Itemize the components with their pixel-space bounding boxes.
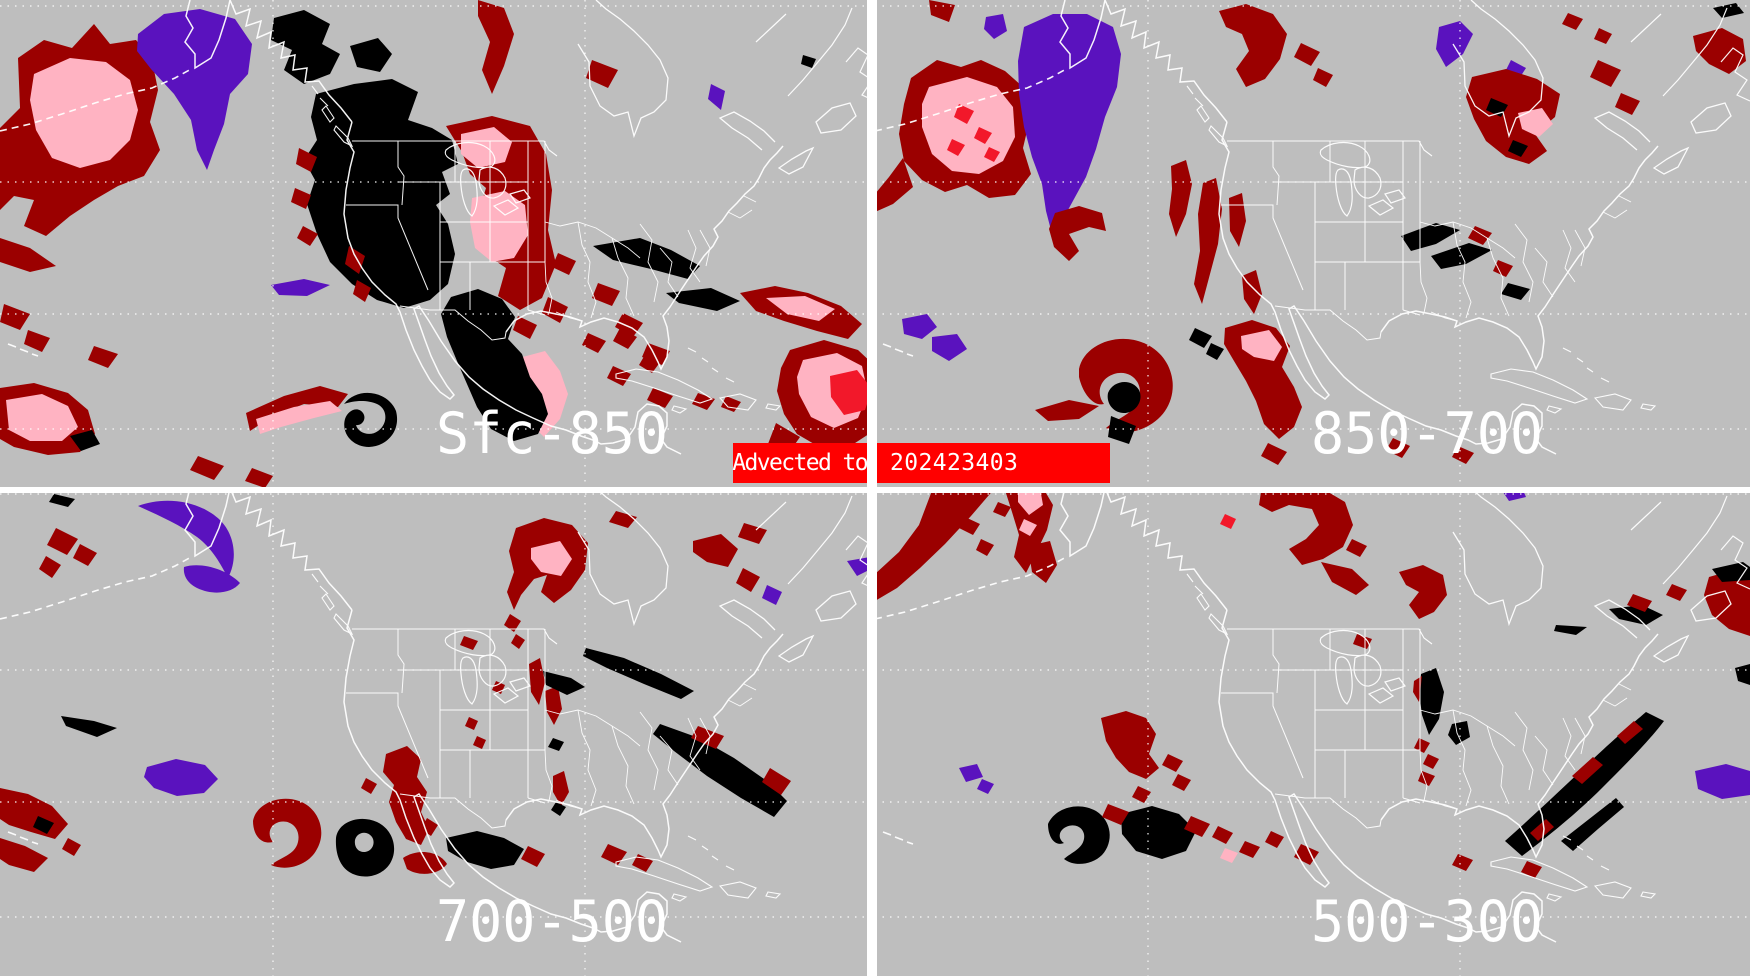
coastline bbox=[1221, 629, 1421, 829]
coastline bbox=[1630, 495, 1750, 590]
basemap bbox=[0, 0, 875, 488]
advected-banner: Advected to 202423403 bbox=[732, 443, 1110, 483]
coastline bbox=[615, 856, 782, 902]
coastline bbox=[1403, 195, 1632, 322]
coastline bbox=[1652, 146, 1690, 175]
coastline bbox=[718, 111, 776, 151]
coastline bbox=[718, 599, 776, 639]
coastline bbox=[0, 67, 194, 132]
weather-map: 500-300 bbox=[875, 488, 1750, 976]
advected-timestamp: 202423403 bbox=[890, 450, 1019, 476]
coastline bbox=[444, 629, 531, 705]
coastline bbox=[7, 343, 39, 357]
coastline bbox=[1403, 683, 1632, 810]
coastline bbox=[528, 195, 757, 322]
coastline bbox=[184, 0, 353, 123]
coastline bbox=[1690, 590, 1732, 622]
coastline bbox=[1186, 85, 1229, 148]
coastline bbox=[184, 488, 353, 611]
panel-label: 850-700 bbox=[1311, 401, 1543, 467]
panel-label: Sfc-850 bbox=[436, 401, 668, 467]
coastline bbox=[343, 609, 682, 943]
coastline bbox=[687, 835, 735, 871]
coastline bbox=[815, 590, 857, 622]
coastline bbox=[1562, 347, 1610, 383]
coastline bbox=[1319, 141, 1406, 217]
coastline bbox=[687, 347, 735, 383]
basemap bbox=[0, 488, 875, 976]
coastline bbox=[777, 634, 815, 663]
coastline bbox=[1452, 0, 1544, 139]
coastline bbox=[1452, 488, 1544, 627]
weather-map: 700-500 bbox=[0, 488, 875, 976]
advection-blobs bbox=[0, 494, 875, 877]
coastline bbox=[1490, 856, 1657, 902]
coastline bbox=[1380, 633, 1659, 859]
coastline bbox=[777, 146, 815, 175]
coastline bbox=[1630, 7, 1750, 102]
coastline bbox=[352, 140, 558, 157]
coastline bbox=[1227, 628, 1433, 645]
map-panel-850-700: 850-700 bbox=[875, 0, 1750, 488]
coastline bbox=[528, 683, 757, 810]
coastline bbox=[882, 343, 914, 357]
basemap bbox=[875, 488, 1750, 976]
coastline bbox=[0, 555, 194, 620]
coastline bbox=[346, 629, 546, 829]
coastline bbox=[1059, 488, 1228, 611]
coastline bbox=[346, 141, 546, 341]
coastline bbox=[1380, 145, 1659, 371]
map-panel-sfc-850: Sfc-850 bbox=[0, 0, 875, 488]
coastline bbox=[311, 573, 354, 636]
advected-label: Advected to bbox=[732, 450, 868, 476]
advection-blobs bbox=[0, 0, 875, 488]
panel-label: 500-300 bbox=[1311, 889, 1543, 955]
coastline bbox=[1593, 111, 1651, 151]
coastline bbox=[875, 67, 1069, 132]
coastline bbox=[577, 0, 669, 139]
coastline bbox=[505, 633, 784, 859]
coastline bbox=[1186, 573, 1229, 636]
coastline bbox=[755, 7, 875, 102]
horizontal-divider bbox=[0, 487, 1750, 493]
coastline bbox=[1319, 629, 1406, 705]
weather-map: 850-700 bbox=[875, 0, 1750, 488]
basemap bbox=[875, 0, 1750, 488]
coastline bbox=[505, 145, 784, 371]
coastline bbox=[1562, 835, 1610, 871]
coastline bbox=[875, 555, 1069, 620]
coastline bbox=[1227, 140, 1433, 157]
coastline bbox=[577, 488, 669, 627]
coastline bbox=[1593, 599, 1651, 639]
panel-label: 700-500 bbox=[436, 889, 668, 955]
coastline bbox=[1059, 0, 1228, 123]
coastline bbox=[7, 831, 39, 845]
coastline bbox=[1690, 102, 1732, 134]
coastline bbox=[755, 495, 875, 590]
map-panel-500-300: 500-300 bbox=[875, 488, 1750, 976]
coastline bbox=[343, 121, 682, 455]
map-panel-700-500: 700-500 bbox=[0, 488, 875, 976]
weather-map: Sfc-850 bbox=[0, 0, 875, 488]
coastline bbox=[815, 102, 857, 134]
advection-blobs bbox=[875, 0, 1746, 478]
coastline bbox=[1652, 634, 1690, 663]
coastline bbox=[352, 628, 558, 645]
advection-blobs bbox=[875, 488, 1750, 878]
coastline bbox=[1221, 141, 1421, 341]
coastline bbox=[311, 85, 354, 148]
coastline bbox=[444, 141, 531, 217]
coastline bbox=[1218, 609, 1557, 943]
coastline bbox=[1218, 121, 1557, 455]
coastline bbox=[882, 831, 914, 845]
coastline bbox=[615, 368, 782, 414]
coastline bbox=[1490, 368, 1657, 414]
